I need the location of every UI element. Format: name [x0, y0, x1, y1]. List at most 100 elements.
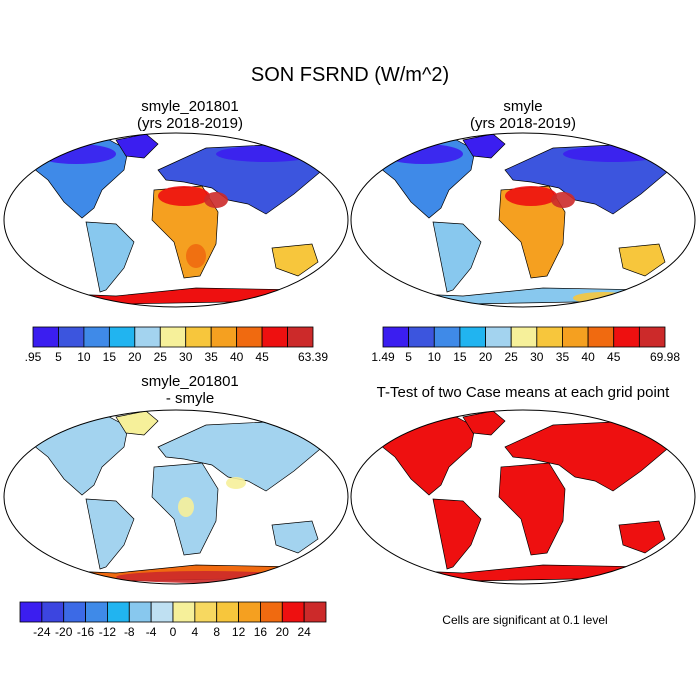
- colorbar-swatch: [236, 326, 263, 348]
- map-panel-4: [350, 409, 696, 585]
- landmass-namerica: [15, 135, 129, 219]
- colorbar-swatch: [260, 601, 283, 623]
- colorbar-tick-label: -8: [124, 625, 135, 639]
- landmass-australia: [618, 520, 666, 554]
- panel3-title: smyle_201801 - smyle: [20, 373, 360, 407]
- landmass-antarctica: [15, 287, 337, 307]
- landmass-namerica: [362, 135, 476, 219]
- panel1-title: smyle_201801 (yrs 2018-2019): [20, 98, 360, 132]
- colorbar-tick-label: 30: [179, 350, 193, 364]
- colorbar-tick-label: 1.49: [371, 350, 395, 364]
- landmass-africa: [498, 462, 566, 556]
- landmass-antarctica: [362, 287, 684, 307]
- colorbar-tick-label: 5: [55, 350, 62, 364]
- landmass-australia: [271, 520, 319, 554]
- colorbar-swatch: [613, 326, 640, 348]
- colorbar-swatch: [510, 326, 538, 348]
- panel2-title-line2: (yrs 2018-2019): [470, 115, 576, 132]
- colorbar-3: -24 -20 -16 -12 -8 -4 0 4 8 12 16 20 24: [19, 601, 327, 639]
- map-panel-1: [3, 132, 349, 308]
- colorbar-tick-label: 24: [297, 625, 311, 639]
- landmass-namerica: [15, 412, 129, 496]
- colorbar-swatch: [32, 326, 59, 348]
- colorbar-tick-label: 30: [530, 350, 544, 364]
- colorbar-tick-label: 20: [276, 625, 290, 639]
- map-panel-3: [3, 409, 349, 585]
- colorbar-tick-label: 35: [556, 350, 570, 364]
- colorbar-tick-label: 4: [192, 625, 199, 639]
- colorbar-swatch: [638, 326, 666, 348]
- landmass-namerica: [362, 412, 476, 496]
- colorbar-tick-label: 10: [77, 350, 91, 364]
- colorbar-swatch: [485, 326, 512, 348]
- colorbar-tick-label: -24: [33, 625, 51, 639]
- panel3-title-line2: - smyle: [165, 390, 215, 407]
- panel3-title-line1: smyle_201801: [141, 373, 239, 390]
- antarctic-hot: [116, 571, 296, 583]
- panel2-title-line1: smyle: [503, 98, 543, 115]
- colorbar-swatch: [303, 601, 327, 623]
- colorbar-tick-label: 40: [581, 350, 595, 364]
- colorbar-swatch: [85, 601, 108, 623]
- landmass-antarctica: [362, 564, 684, 584]
- colorbar-tick-label: 45: [255, 350, 269, 364]
- s-africa-warm: [186, 244, 206, 268]
- colorbar-tick-label: 16: [254, 625, 268, 639]
- colorbar-tick-label: 45: [607, 350, 621, 364]
- colorbar-swatch: [185, 326, 212, 348]
- colorbar-tick-label: 12: [232, 625, 246, 639]
- colorbar-tick-label: -16: [77, 625, 95, 639]
- colorbar-tick-label: 63.39: [298, 350, 328, 364]
- map-outline: [3, 132, 349, 308]
- landmass-samerica: [432, 221, 482, 293]
- colorbar-swatch: [107, 601, 130, 623]
- colorbar-tick-label: 40: [230, 350, 244, 364]
- significance-note: Cells are significant at 0.1 level: [442, 613, 608, 627]
- colorbar-swatch: [63, 601, 86, 623]
- panel1-title-line2: (yrs 2018-2019): [137, 115, 243, 132]
- colorbar-tick-label: 20: [479, 350, 493, 364]
- colorbar-swatch: [150, 601, 174, 623]
- sahara-hotspot: [158, 186, 210, 206]
- colorbar-swatch: [58, 326, 85, 348]
- colorbar-tick-label: -12: [99, 625, 117, 639]
- colorbar-swatch: [261, 326, 288, 348]
- map-outline: [350, 409, 696, 585]
- colorbar-swatch: [408, 326, 435, 348]
- sahara-hotspot: [505, 186, 557, 206]
- arabia-hotspot: [204, 192, 228, 208]
- map-panel-2: [350, 132, 696, 308]
- colorbar-tick-label: 35: [205, 350, 219, 364]
- colorbar-tick-label: 69.98: [650, 350, 680, 364]
- colorbar-tick-label: 15: [453, 350, 467, 364]
- colorbar-swatch: [83, 326, 110, 348]
- colorbar-tick-label: -20: [55, 625, 73, 639]
- panel4-title: T-Test of two Case means at each grid po…: [353, 384, 693, 401]
- landmass-samerica: [85, 498, 135, 570]
- colorbar-tick-label: .95: [25, 350, 42, 364]
- colorbar-tick-label: 10: [428, 350, 442, 364]
- panel4-title-line1: T-Test of two Case means at each grid po…: [376, 384, 670, 401]
- figure-title: SON FSRND (W/m^2): [250, 64, 450, 86]
- colorbar-swatch: [19, 601, 43, 623]
- colorbar-tick-label: -4: [146, 625, 157, 639]
- colorbar-swatch: [287, 326, 314, 348]
- panel2-title: smyle (yrs 2018-2019): [353, 98, 693, 132]
- map-outline: [350, 132, 696, 308]
- colorbar-tick-label: 15: [103, 350, 117, 364]
- arabia-hotspot: [551, 192, 575, 208]
- colorbar-tick-label: 0: [170, 625, 177, 639]
- colorbar-2: 1.49 5 10 15 20 25 30 35 40 45 69.98: [371, 326, 680, 364]
- siberia-dark: [563, 146, 663, 162]
- colorbar-swatch: [238, 601, 261, 623]
- colorbar-swatch: [210, 326, 238, 348]
- colorbar-tick-label: 20: [128, 350, 142, 364]
- panel1-title-line1: smyle_201801: [141, 98, 239, 115]
- colorbar-tick-label: 25: [505, 350, 519, 364]
- colorbar-swatch: [587, 326, 615, 348]
- colorbar-swatch: [128, 601, 152, 623]
- colorbar-swatch: [108, 326, 136, 348]
- colorbar-swatch: [134, 326, 161, 348]
- colorbar-swatch: [194, 601, 218, 623]
